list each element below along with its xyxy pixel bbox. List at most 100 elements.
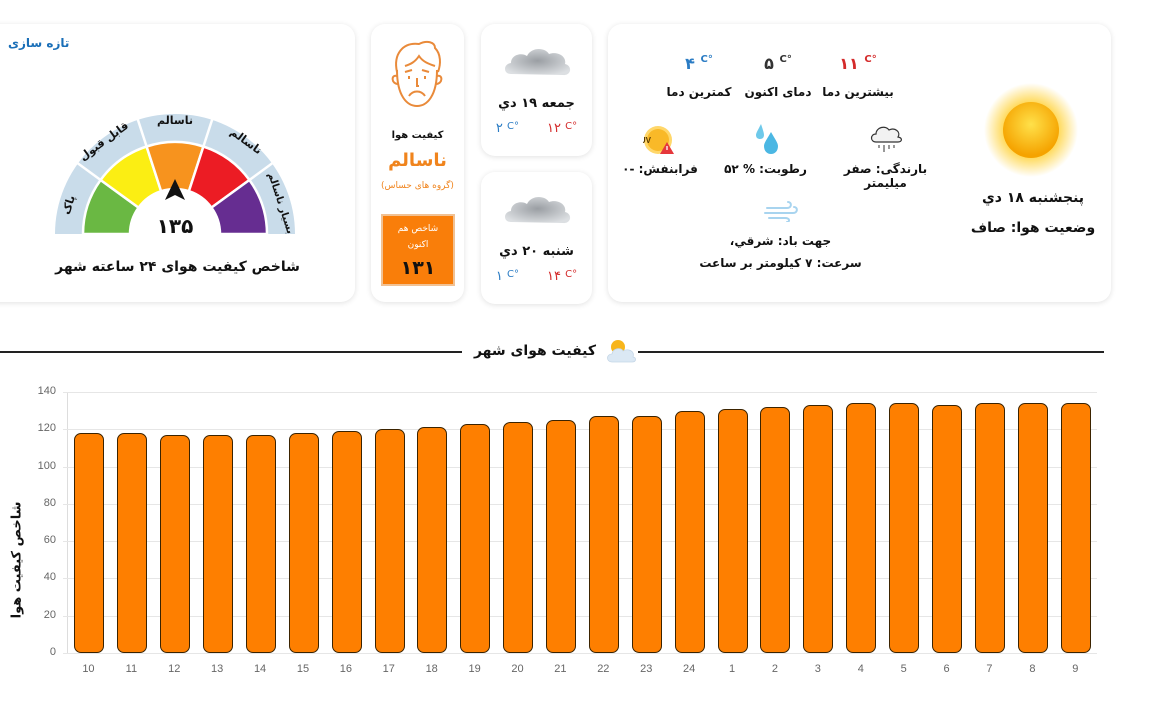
partly-cloudy-icon bbox=[607, 340, 636, 363]
forecast-day: جمعه ۱۹ دي bbox=[498, 96, 575, 111]
bar-slot bbox=[840, 392, 883, 653]
bar[interactable] bbox=[760, 406, 791, 653]
aqi-status: ناسالم bbox=[388, 150, 447, 171]
max-temp: ۱۱ C° بیشترین دما bbox=[813, 54, 903, 99]
y-tick-label: 140 bbox=[37, 385, 56, 397]
bar[interactable] bbox=[203, 434, 234, 653]
forecast-card: جمعه ۱۹ دي ۲ C° ۱۲ C° bbox=[481, 24, 592, 156]
forecast-max: ۱۴ bbox=[547, 269, 561, 284]
current-day: پنجشنبه ۱۸ دي bbox=[981, 190, 1085, 206]
gridline bbox=[63, 392, 1097, 393]
cloud-icon bbox=[505, 48, 571, 76]
bar-slot bbox=[926, 392, 969, 653]
aqi-label: کیفیت هوا bbox=[391, 130, 444, 141]
aqi-group: (گروه های حساس) bbox=[381, 181, 454, 191]
bar[interactable] bbox=[803, 405, 834, 653]
bar[interactable] bbox=[889, 403, 920, 653]
bar-slot bbox=[68, 392, 111, 653]
rain-cloud-icon bbox=[870, 126, 902, 152]
y-tick-label: 120 bbox=[37, 422, 56, 435]
bar[interactable] bbox=[160, 434, 191, 653]
bar-slot bbox=[968, 392, 1011, 653]
bar[interactable] bbox=[1017, 403, 1048, 653]
section-title: کیفیت هوای شهر bbox=[473, 343, 597, 359]
x-tick-label: 11 bbox=[125, 663, 138, 675]
forecast-min: ۲ bbox=[495, 121, 503, 136]
gridline bbox=[63, 466, 1097, 468]
forecast-card: شنبه ۲۰ دي ۱ C° ۱۴ C° bbox=[481, 172, 592, 304]
bar-slot bbox=[797, 392, 840, 653]
bar[interactable] bbox=[588, 416, 619, 653]
y-tick-label: 40 bbox=[43, 571, 56, 584]
bar[interactable] bbox=[117, 433, 148, 653]
x-tick-label: 24 bbox=[683, 663, 696, 675]
bar[interactable] bbox=[460, 423, 491, 653]
x-tick-label: 20 bbox=[511, 663, 524, 675]
bar-slot bbox=[111, 392, 154, 653]
x-tick-label: 7 bbox=[986, 663, 993, 675]
bar[interactable] bbox=[631, 416, 662, 653]
refresh-link[interactable]: تازه سازی bbox=[8, 36, 70, 50]
x-tick-label: 9 bbox=[1072, 663, 1079, 675]
x-tick-label: 4 bbox=[857, 663, 864, 675]
current-condition: وضعیت هوا: صاف bbox=[970, 220, 1096, 236]
temp-unit: C° bbox=[565, 269, 578, 280]
x-tick-label: 22 bbox=[597, 663, 610, 675]
bar-slot bbox=[711, 392, 754, 653]
sad-face-icon bbox=[391, 40, 443, 108]
bar[interactable] bbox=[245, 434, 276, 653]
bar-slot bbox=[154, 392, 197, 653]
forecast-max: ۱۲ bbox=[547, 121, 561, 136]
bar[interactable] bbox=[674, 410, 705, 653]
uv-warning-icon: UV bbox=[643, 126, 674, 154]
y-tick-label: 0 bbox=[49, 646, 56, 658]
divider-left bbox=[0, 351, 462, 353]
gridline bbox=[63, 541, 1097, 543]
bar[interactable] bbox=[374, 429, 405, 653]
x-tick-label: 10 bbox=[82, 663, 95, 675]
sun-icon bbox=[984, 83, 1078, 177]
x-tick-label: 19 bbox=[468, 663, 481, 675]
gridline bbox=[63, 578, 1097, 580]
aqi-gauge: پاک قابل قبول ناسالم ناسالم بسیار ناسالم… bbox=[50, 104, 300, 239]
now-temp-label: دمای اکنون bbox=[744, 85, 812, 99]
x-tick-label: 2 bbox=[771, 663, 778, 675]
temp-unit: C° bbox=[864, 54, 877, 65]
bar[interactable] bbox=[503, 421, 534, 653]
bars bbox=[68, 392, 1097, 653]
now-temp: ۵ C° دمای اکنون bbox=[733, 54, 823, 99]
bar[interactable] bbox=[846, 403, 877, 653]
wind-icon bbox=[763, 201, 798, 222]
x-axis-ticks: 10 11 12 13 14 15 16 17 18 19 20 21 22 23 24 1 2 3 4 5 6 7 8 9 bbox=[67, 663, 1097, 675]
bar[interactable] bbox=[546, 419, 577, 653]
bar[interactable] bbox=[417, 427, 448, 653]
x-tick-label: 17 bbox=[382, 663, 395, 675]
forecast-temps: ۲ C° ۱۲ C° bbox=[481, 121, 592, 136]
precipitation: بارندگی: صفر میلیمتر bbox=[823, 120, 948, 190]
bar[interactable] bbox=[1060, 403, 1091, 653]
cloud-icon bbox=[505, 196, 571, 224]
plot-area bbox=[63, 392, 1097, 654]
bar[interactable] bbox=[288, 433, 319, 653]
uv-text: فرابنفش: -۰ bbox=[622, 162, 698, 176]
svg-text:UV: UV bbox=[643, 136, 652, 145]
bar[interactable] bbox=[974, 403, 1005, 653]
x-tick-label: 3 bbox=[814, 663, 821, 675]
current-weather-card: پنجشنبه ۱۸ دي وضعیت هوا: صاف ۱۱ C° بیشتر… bbox=[608, 24, 1111, 302]
bar[interactable] bbox=[74, 433, 105, 653]
bar[interactable] bbox=[717, 408, 748, 653]
svg-text:ناسالم: ناسالم bbox=[157, 114, 193, 127]
svg-text:پاک: پاک bbox=[59, 194, 77, 217]
now-temp-value: ۵ bbox=[764, 54, 774, 73]
bar[interactable] bbox=[931, 405, 962, 653]
x-tick-label: 6 bbox=[943, 663, 950, 675]
wind: جهت باد: شرقي، سرعت: ۷ کیلومتر بر ساعت bbox=[688, 196, 873, 274]
temp-unit: C° bbox=[507, 121, 519, 132]
gauge-title: شاخص کیفیت هوای ۲۴ ساعته شهر bbox=[55, 259, 300, 275]
x-tick-label: 1 bbox=[728, 663, 736, 675]
x-tick-label: 13 bbox=[211, 663, 224, 675]
aqi-24h-gauge-card: تازه سازی پاک قابل قبو bbox=[0, 24, 355, 302]
bar-slot bbox=[240, 392, 283, 653]
aqi-now-value: ۱۳۱ bbox=[400, 257, 436, 279]
bar[interactable] bbox=[331, 431, 362, 653]
